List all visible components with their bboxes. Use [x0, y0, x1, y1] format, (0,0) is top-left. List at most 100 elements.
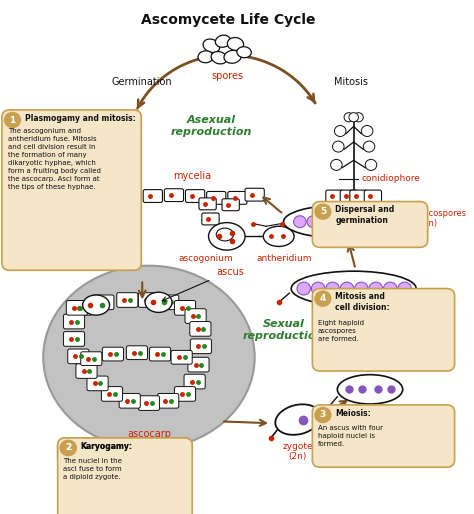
Text: Mitosis: Mitosis	[335, 78, 368, 87]
Text: Ascomycete Life Cycle: Ascomycete Life Cycle	[140, 13, 315, 27]
Text: Eight haploid
ascospores
are formed.: Eight haploid ascospores are formed.	[318, 320, 364, 342]
Ellipse shape	[82, 295, 109, 315]
Text: 1: 1	[9, 116, 16, 124]
Text: The nuclei in the
asci fuse to form
a diploid zygote.: The nuclei in the asci fuse to form a di…	[64, 458, 122, 480]
Circle shape	[369, 282, 383, 295]
FancyBboxPatch shape	[71, 301, 92, 315]
FancyBboxPatch shape	[350, 190, 367, 202]
Circle shape	[314, 204, 332, 220]
Ellipse shape	[216, 228, 234, 241]
Circle shape	[334, 216, 346, 228]
FancyBboxPatch shape	[158, 394, 179, 408]
Text: An ascus with four
haploid nuclei is
formed.: An ascus with four haploid nuclei is for…	[318, 425, 383, 447]
FancyBboxPatch shape	[184, 374, 205, 389]
Circle shape	[314, 407, 332, 423]
FancyBboxPatch shape	[164, 189, 183, 201]
Circle shape	[293, 216, 306, 228]
Text: ascogonium: ascogonium	[178, 254, 233, 263]
FancyBboxPatch shape	[174, 387, 196, 401]
FancyBboxPatch shape	[58, 438, 192, 465]
FancyBboxPatch shape	[2, 110, 141, 270]
Text: 2: 2	[65, 444, 72, 452]
FancyBboxPatch shape	[185, 190, 205, 203]
Ellipse shape	[145, 292, 172, 313]
Ellipse shape	[203, 39, 220, 52]
Circle shape	[361, 125, 373, 137]
FancyBboxPatch shape	[207, 192, 226, 204]
FancyBboxPatch shape	[68, 349, 89, 364]
FancyBboxPatch shape	[93, 295, 114, 309]
Circle shape	[307, 216, 319, 228]
FancyBboxPatch shape	[158, 295, 179, 309]
Circle shape	[363, 141, 375, 152]
FancyBboxPatch shape	[320, 216, 334, 226]
Ellipse shape	[215, 35, 230, 47]
FancyBboxPatch shape	[101, 387, 123, 401]
Text: Dispersal and
germination: Dispersal and germination	[336, 205, 395, 225]
Ellipse shape	[228, 38, 244, 50]
Circle shape	[311, 282, 325, 295]
Text: antheridium: antheridium	[257, 254, 312, 263]
FancyBboxPatch shape	[188, 357, 209, 372]
Text: 2: 2	[65, 444, 72, 452]
FancyBboxPatch shape	[312, 405, 455, 467]
Circle shape	[398, 282, 411, 295]
Ellipse shape	[43, 266, 255, 449]
Circle shape	[320, 216, 333, 228]
FancyBboxPatch shape	[312, 201, 428, 247]
FancyBboxPatch shape	[190, 339, 211, 354]
FancyBboxPatch shape	[190, 322, 211, 336]
FancyBboxPatch shape	[199, 198, 216, 210]
Ellipse shape	[209, 223, 245, 250]
FancyBboxPatch shape	[228, 192, 247, 204]
Text: Sexual
reproduction: Sexual reproduction	[243, 319, 324, 341]
FancyBboxPatch shape	[326, 190, 343, 202]
Circle shape	[383, 282, 397, 295]
FancyBboxPatch shape	[171, 351, 192, 364]
Circle shape	[4, 112, 21, 128]
FancyBboxPatch shape	[309, 212, 324, 223]
Ellipse shape	[406, 212, 427, 228]
Text: Karyogamy:: Karyogamy:	[81, 442, 133, 451]
Circle shape	[354, 113, 363, 122]
FancyBboxPatch shape	[102, 347, 124, 361]
FancyBboxPatch shape	[66, 301, 88, 315]
Text: 3: 3	[320, 411, 326, 419]
FancyBboxPatch shape	[340, 190, 357, 202]
Text: zygote
(2n): zygote (2n)	[283, 442, 313, 461]
Text: ascospores
(1n): ascospores (1n)	[420, 209, 467, 228]
FancyBboxPatch shape	[138, 292, 160, 307]
FancyBboxPatch shape	[143, 190, 163, 203]
FancyBboxPatch shape	[294, 217, 310, 228]
Text: conidiophore: conidiophore	[361, 174, 420, 183]
Text: ascus: ascus	[216, 267, 244, 277]
FancyBboxPatch shape	[320, 227, 334, 237]
FancyBboxPatch shape	[138, 396, 160, 410]
Text: 5: 5	[320, 207, 326, 216]
Text: ascocarp: ascocarp	[127, 429, 171, 439]
FancyBboxPatch shape	[222, 199, 239, 211]
Text: Plasmogamy and mitosis:: Plasmogamy and mitosis:	[25, 114, 136, 123]
Circle shape	[60, 440, 77, 456]
FancyBboxPatch shape	[76, 364, 97, 378]
Circle shape	[365, 159, 377, 171]
Text: Asexual
reproduction: Asexual reproduction	[171, 115, 252, 137]
FancyBboxPatch shape	[149, 347, 171, 361]
FancyBboxPatch shape	[64, 332, 84, 346]
FancyBboxPatch shape	[64, 314, 84, 329]
FancyBboxPatch shape	[312, 288, 455, 371]
Circle shape	[330, 159, 342, 171]
Circle shape	[314, 290, 332, 307]
Ellipse shape	[291, 271, 416, 306]
Ellipse shape	[224, 50, 241, 63]
Circle shape	[335, 125, 346, 137]
Circle shape	[333, 141, 344, 152]
Circle shape	[344, 113, 354, 122]
Text: Mitosis and
cell division:: Mitosis and cell division:	[336, 292, 390, 313]
FancyBboxPatch shape	[364, 190, 382, 202]
FancyBboxPatch shape	[127, 346, 147, 360]
FancyBboxPatch shape	[185, 309, 206, 323]
FancyBboxPatch shape	[58, 438, 192, 514]
Circle shape	[60, 440, 77, 456]
FancyBboxPatch shape	[174, 301, 196, 315]
